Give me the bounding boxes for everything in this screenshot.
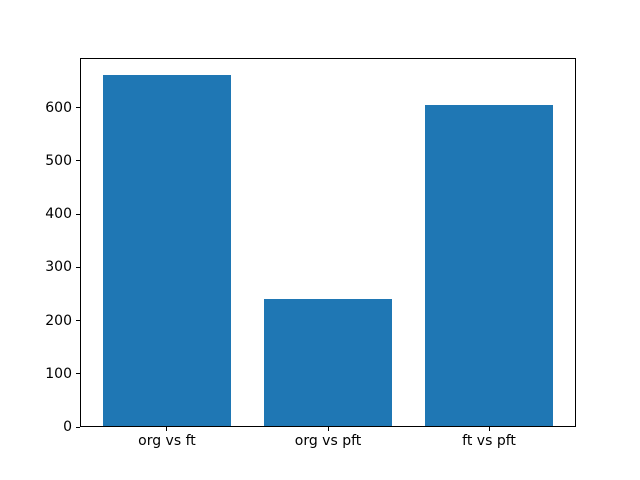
x-tick-mark [327, 427, 329, 431]
bar-org-vs-pft [263, 299, 393, 426]
y-tick-label: 300 [45, 259, 72, 276]
x-tick-mark [166, 427, 168, 431]
x-tick-mark [488, 427, 490, 431]
bar-ft-vs-pft [424, 105, 554, 426]
y-tick-label: 400 [45, 206, 72, 222]
y-tick-mark [76, 107, 80, 109]
y-tick-mark [76, 320, 80, 321]
x-tick-label: ft vs pft [462, 433, 516, 449]
y-tick-label: 600 [45, 99, 72, 116]
y-tick-mark [76, 373, 80, 375]
bar-org-vs-ft [102, 75, 232, 426]
y-tick-mark [76, 160, 80, 162]
x-tick-label: org vs ft [138, 433, 196, 449]
y-tick-label: 100 [45, 365, 72, 382]
x-tick-label: org vs pft [294, 433, 362, 449]
y-tick-label: 0 [63, 419, 72, 435]
y-tick-label: 500 [45, 152, 72, 169]
y-tick-label: 200 [45, 312, 72, 329]
y-tick-mark [76, 213, 80, 215]
y-tick-mark [76, 266, 80, 268]
y-tick-mark [76, 426, 80, 428]
plot-area [80, 58, 576, 427]
